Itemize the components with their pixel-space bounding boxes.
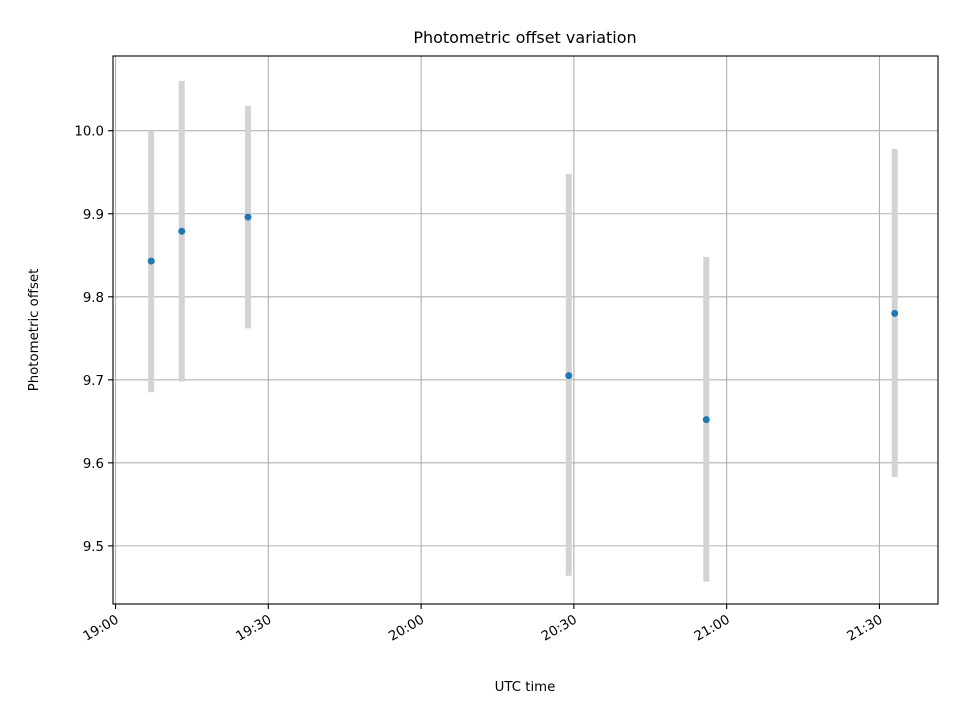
y-tick-label: 10.0 (74, 125, 104, 140)
y-tick-label: 9.5 (83, 540, 104, 555)
plot-frame (112, 55, 939, 605)
y-tick-label: 9.8 (83, 291, 104, 306)
data-point (147, 257, 155, 265)
y-axis-label: Photometric offset (27, 269, 42, 392)
data-point (178, 227, 186, 235)
y-tick-label: 9.6 (83, 457, 104, 472)
y-tick-label: 9.7 (83, 374, 104, 389)
x-axis-label: UTC time (495, 680, 556, 695)
data-points (147, 213, 899, 424)
chart-title: Photometric offset variation (413, 28, 636, 47)
y-axis-ticks: 9.5 9.6 9.7 9.8 9.9 10.0 (74, 125, 113, 555)
data-point (244, 213, 252, 221)
data-point (702, 416, 710, 424)
y-tick-label: 9.9 (83, 208, 104, 223)
data-point (891, 309, 899, 317)
data-point (565, 372, 573, 380)
